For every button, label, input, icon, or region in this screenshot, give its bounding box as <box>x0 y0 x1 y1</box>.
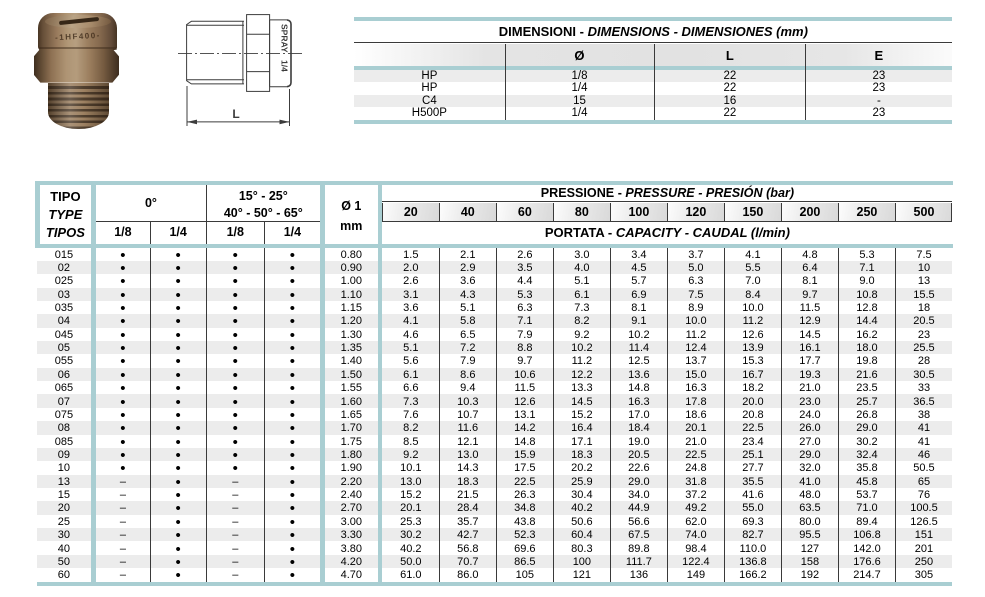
svg-text:L: L <box>232 107 239 121</box>
svg-text:1/4: 1/4 <box>280 60 290 72</box>
svg-text:SPRAY: SPRAY <box>280 24 290 53</box>
